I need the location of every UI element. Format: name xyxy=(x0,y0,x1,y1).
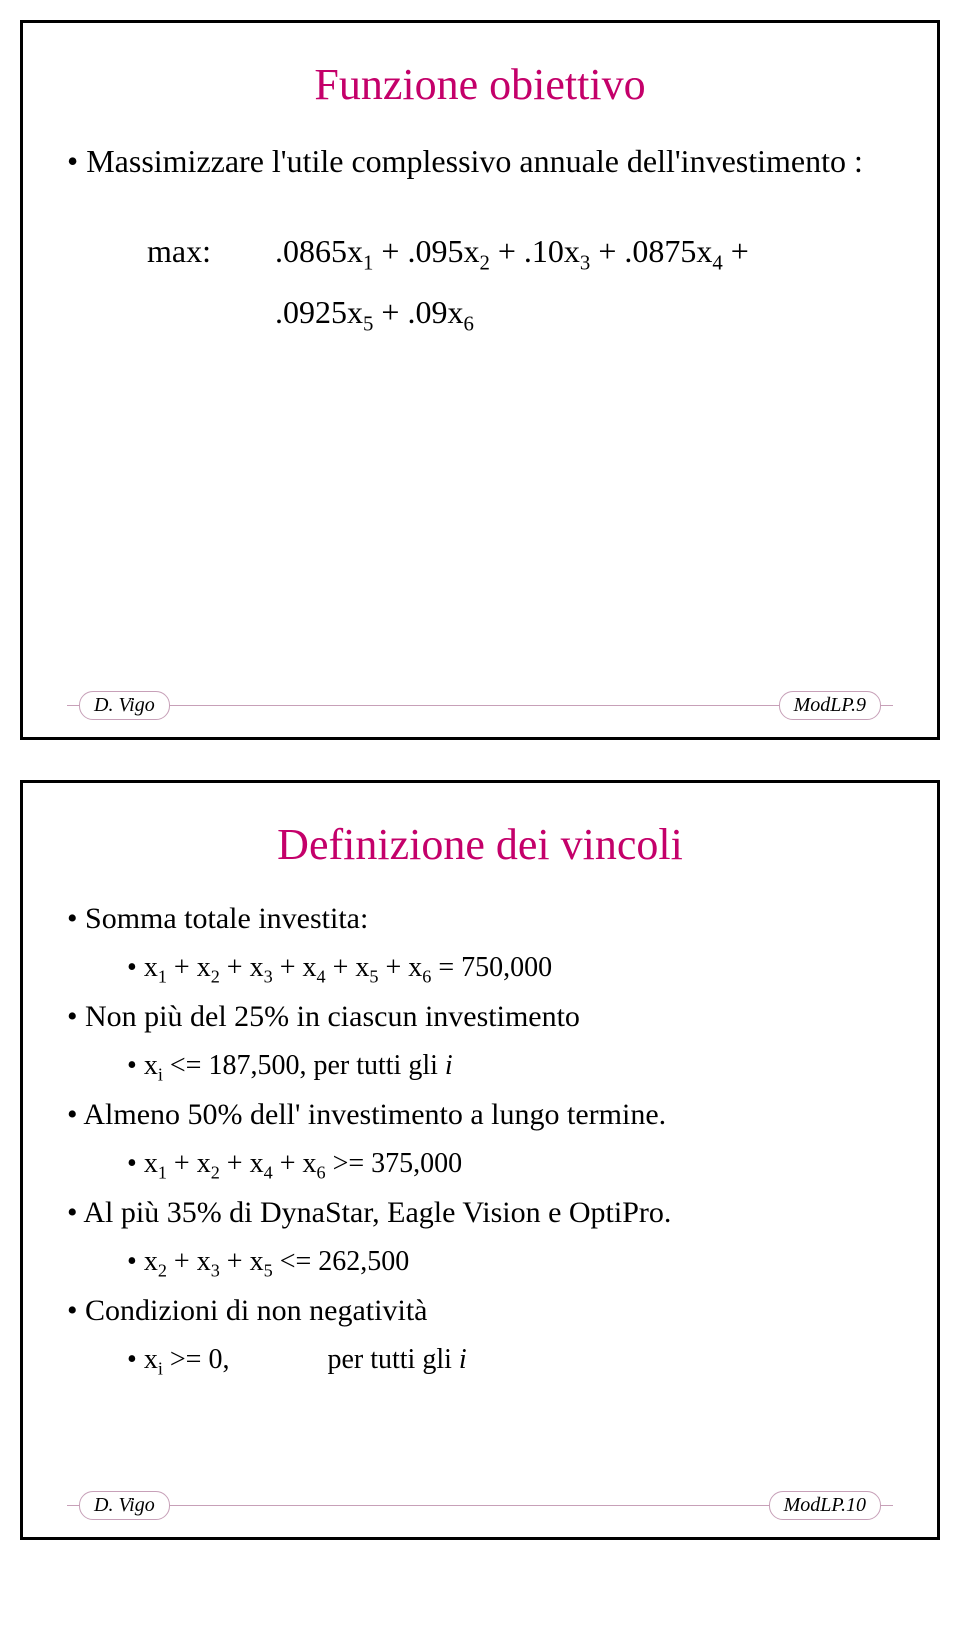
slide-body: Massimizzare l'utile complessivo annuale… xyxy=(67,138,893,339)
bullet-nonneg: Condizioni di non negatività xyxy=(67,1290,893,1332)
bullet-objective: Massimizzare l'utile complessivo annuale… xyxy=(67,138,893,184)
constraint-nonneg: xi >= 0, per tutti gli i xyxy=(127,1340,893,1382)
slide-footer: D. Vigo ModLP.9 xyxy=(23,691,937,721)
slide-1: Funzione obiettivo Massimizzare l'utile … xyxy=(20,20,940,740)
bullet-max-25: Non più del 25% in ciascun investimento xyxy=(67,996,893,1038)
constraint-max-25: xi <= 187,500, per tutti gli i xyxy=(127,1046,893,1088)
constraint-max-35: x2 + x3 + x5 <= 262,500 xyxy=(127,1242,893,1284)
footer-page: ModLP.10 xyxy=(769,1491,881,1520)
footer-author: D. Vigo xyxy=(79,1491,170,1520)
bullet-min-50: Almeno 50% dell' investimento a lungo te… xyxy=(67,1094,893,1136)
constraint-min-50: x1 + x2 + x4 + x6 >= 375,000 xyxy=(127,1144,893,1186)
bullet-total-invested: Somma totale investita: xyxy=(67,898,893,940)
objective-expr-2: .0925x5 + .09x6 xyxy=(275,294,474,330)
footer-author: D. Vigo xyxy=(79,691,170,720)
constraint-sum: x1 + x2 + x3 + x4 + x5 + x6 = 750,000 xyxy=(127,948,893,990)
slide-body: Somma totale investita: x1 + x2 + x3 + x… xyxy=(67,898,893,1382)
slide-2: Definizione dei vincoli Somma totale inv… xyxy=(20,780,940,1540)
slide-title: Funzione obiettivo xyxy=(67,59,893,110)
objective-expr-1: .0865x1 + .095x2 + .10x3 + .0875x4 + xyxy=(275,233,749,269)
footer-divider xyxy=(67,705,893,706)
slide-title: Definizione dei vincoli xyxy=(67,819,893,870)
objective-line-2: .0925x5 + .09x6 xyxy=(147,289,893,340)
slide-footer: D. Vigo ModLP.10 xyxy=(23,1491,937,1521)
objective-line-1: max: .0865x1 + .095x2 + .10x3 + .0875x4 … xyxy=(147,228,893,279)
footer-page: ModLP.9 xyxy=(779,691,881,720)
bullet-max-35: Al più 35% di DynaStar, Eagle Vision e O… xyxy=(67,1192,893,1234)
objective-label: max: xyxy=(147,228,267,274)
